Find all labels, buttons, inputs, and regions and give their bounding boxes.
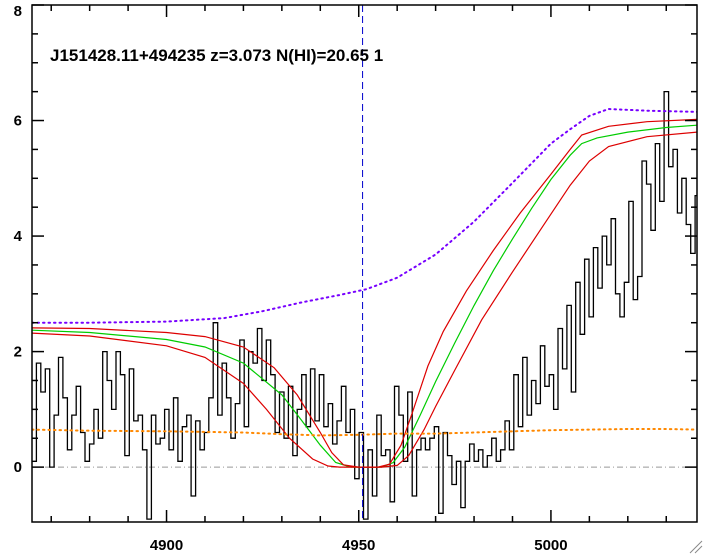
y-tick-label: 6 <box>14 113 22 130</box>
y-tick-label: 8 <box>14 3 22 20</box>
x-tick-label: 4950 <box>342 537 375 554</box>
resize-grip-icon <box>689 540 703 554</box>
series-line-5 <box>32 428 697 437</box>
plot-frame <box>31 4 698 523</box>
series-line-4 <box>32 107 697 324</box>
y-tick-label: 0 <box>14 459 22 476</box>
chart-title: J151428.11+494235 z=3.073 N(HI)=20.65 1 <box>50 46 383 65</box>
flux-histogram-line <box>32 90 697 520</box>
axes-layer: 4900 4950 5000 0 2 4 6 8 <box>14 3 698 554</box>
x-tick-label: 4900 <box>150 537 183 554</box>
series-line-2 <box>32 118 697 468</box>
y-tick-label: 2 <box>14 344 22 361</box>
y-tick-label: 4 <box>14 228 23 245</box>
series-line-3 <box>32 131 697 468</box>
x-tick-label: 5000 <box>534 537 567 554</box>
series-line-1 <box>32 124 697 468</box>
series-layer <box>32 5 697 522</box>
